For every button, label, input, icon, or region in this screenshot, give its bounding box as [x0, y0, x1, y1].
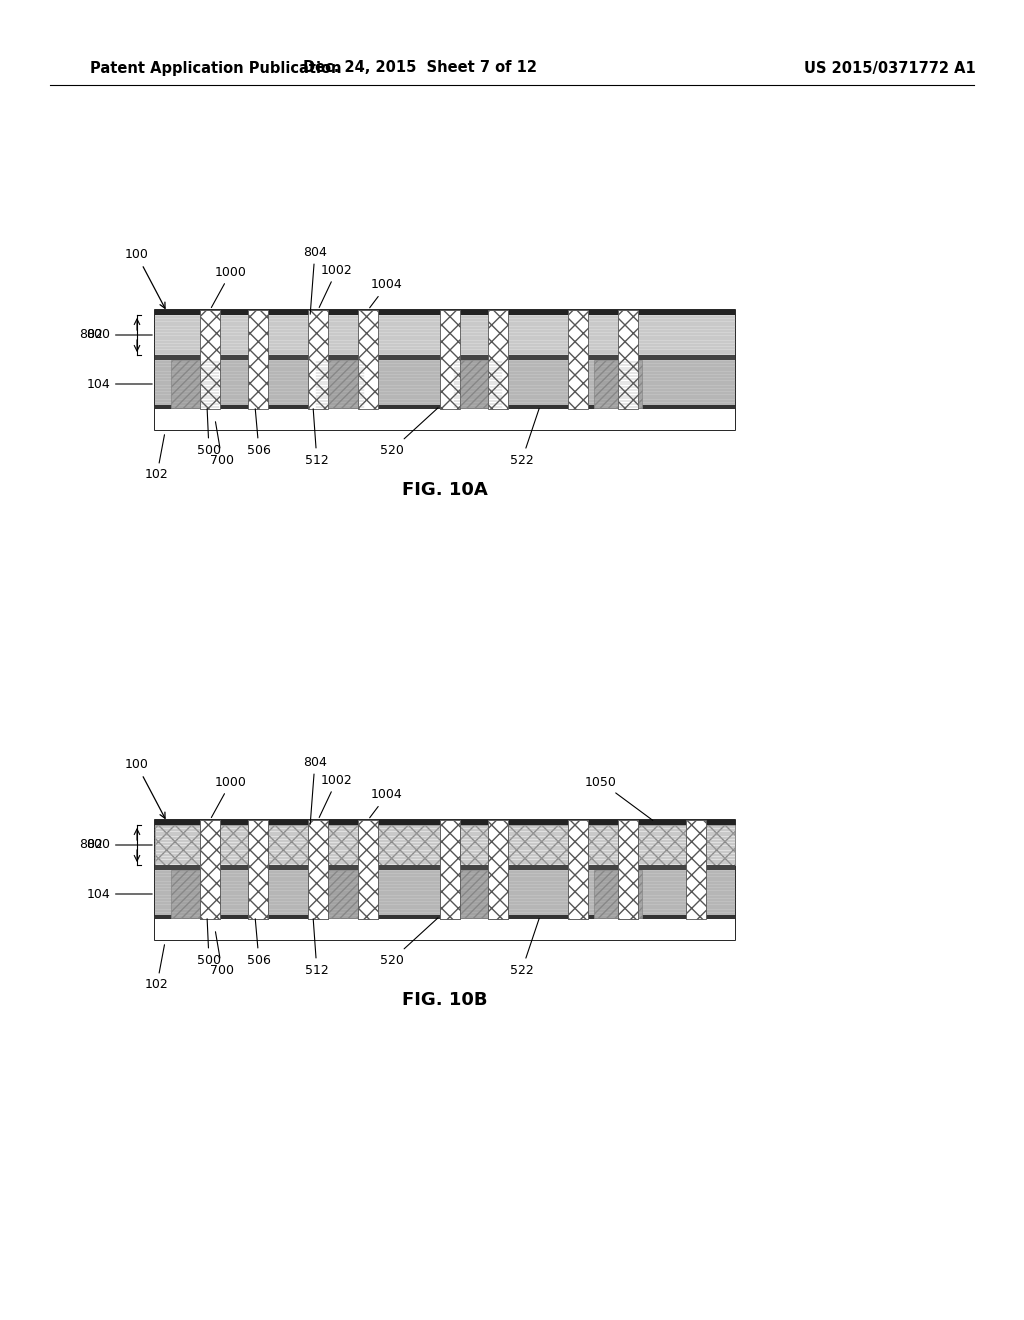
Bar: [155, 820, 735, 825]
Text: 1002: 1002: [319, 774, 352, 817]
Text: 1004: 1004: [370, 279, 402, 308]
Bar: [440, 820, 460, 919]
Bar: [248, 820, 268, 919]
Bar: [594, 870, 642, 917]
Bar: [200, 310, 220, 409]
Bar: [155, 820, 735, 940]
Bar: [488, 820, 508, 919]
Text: 500: 500: [197, 919, 221, 966]
Text: 1050: 1050: [585, 776, 652, 820]
Text: FIG. 10B: FIG. 10B: [402, 991, 487, 1008]
Bar: [155, 917, 735, 940]
Text: 1004: 1004: [370, 788, 402, 818]
Text: Patent Application Publication: Patent Application Publication: [90, 61, 341, 75]
Bar: [440, 310, 460, 409]
Text: 522: 522: [510, 919, 539, 977]
Bar: [171, 360, 219, 408]
Bar: [316, 360, 364, 408]
Text: 1000: 1000: [211, 265, 247, 308]
Text: 520: 520: [380, 408, 438, 457]
Bar: [440, 820, 460, 919]
Text: 104: 104: [86, 887, 153, 900]
Bar: [155, 310, 735, 315]
Bar: [358, 310, 378, 409]
Text: 804: 804: [303, 246, 327, 314]
Bar: [686, 820, 706, 919]
Bar: [155, 405, 735, 409]
Bar: [316, 870, 364, 917]
Bar: [155, 915, 735, 919]
Bar: [200, 820, 220, 919]
Text: 802: 802: [79, 838, 134, 851]
Text: 522: 522: [510, 409, 539, 466]
Text: 102: 102: [145, 945, 169, 991]
Text: 804: 804: [303, 755, 327, 824]
Bar: [454, 360, 502, 408]
Bar: [488, 820, 508, 919]
Text: 500: 500: [197, 409, 221, 457]
Bar: [155, 865, 735, 870]
Text: 1002: 1002: [319, 264, 352, 308]
Bar: [155, 825, 735, 865]
Text: 104: 104: [86, 378, 153, 391]
Bar: [155, 825, 735, 865]
Text: 506: 506: [247, 409, 271, 457]
Bar: [308, 820, 328, 919]
Bar: [155, 825, 735, 865]
Bar: [171, 870, 219, 917]
Bar: [594, 360, 642, 408]
Bar: [248, 310, 268, 409]
Bar: [155, 408, 735, 430]
Bar: [248, 820, 268, 919]
Bar: [155, 355, 735, 360]
Bar: [358, 820, 378, 919]
Text: 102: 102: [145, 434, 169, 482]
Text: 802: 802: [79, 329, 134, 342]
Text: 520: 520: [380, 917, 438, 966]
Bar: [568, 310, 588, 409]
Text: 800: 800: [86, 838, 153, 851]
Text: 700: 700: [210, 421, 234, 466]
Text: 800: 800: [86, 329, 153, 342]
Text: 512: 512: [305, 919, 329, 977]
Bar: [308, 820, 328, 919]
Bar: [618, 310, 638, 409]
Bar: [155, 315, 735, 355]
Bar: [155, 870, 735, 917]
Text: 100: 100: [125, 248, 165, 309]
Text: FIG. 10A: FIG. 10A: [402, 480, 487, 499]
Text: 506: 506: [247, 919, 271, 966]
Bar: [568, 820, 588, 919]
Text: 700: 700: [210, 932, 234, 977]
Bar: [155, 310, 735, 430]
Bar: [200, 820, 220, 919]
Text: Dec. 24, 2015  Sheet 7 of 12: Dec. 24, 2015 Sheet 7 of 12: [303, 61, 537, 75]
Bar: [308, 310, 328, 409]
Text: US 2015/0371772 A1: US 2015/0371772 A1: [804, 61, 976, 75]
Text: 1000: 1000: [211, 776, 247, 817]
Bar: [618, 820, 638, 919]
Bar: [568, 820, 588, 919]
Bar: [488, 310, 508, 409]
Text: 100: 100: [125, 759, 165, 818]
Bar: [618, 820, 638, 919]
Bar: [454, 870, 502, 917]
Bar: [155, 360, 735, 408]
Bar: [358, 820, 378, 919]
Text: 512: 512: [305, 409, 329, 466]
